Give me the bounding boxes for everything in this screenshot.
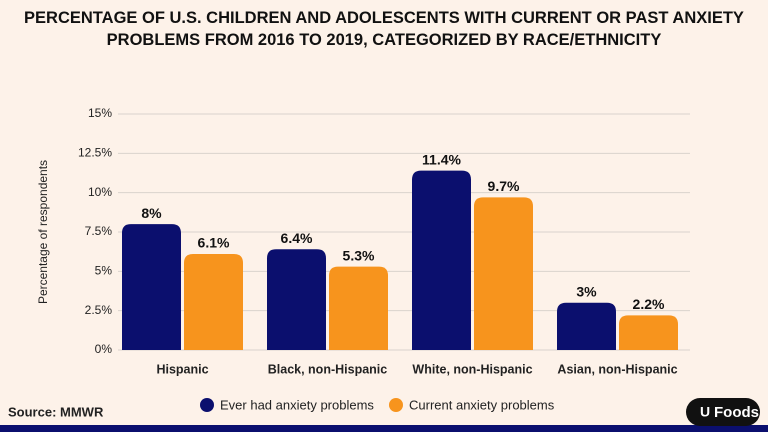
- y-tick-label: 15%: [88, 106, 112, 120]
- value-label: 11.4%: [422, 151, 461, 167]
- y-tick-label: 10%: [88, 185, 112, 199]
- brand: Foods: [714, 404, 759, 421]
- value-label: 5.3%: [343, 247, 375, 263]
- legend-label: Ever had anxiety problems: [220, 397, 374, 412]
- value-label: 3%: [576, 284, 597, 300]
- value-label: 6.1%: [198, 235, 230, 251]
- bar: [412, 170, 471, 350]
- x-tick-label: Black, non-Hispanic: [268, 362, 388, 376]
- value-label: 9.7%: [488, 178, 520, 194]
- brand-badge: [686, 398, 760, 426]
- legend-swatch: [200, 398, 214, 412]
- value-label: 8%: [141, 205, 162, 221]
- value-label: 6.4%: [281, 230, 313, 246]
- legend-label: Current anxiety problems: [409, 397, 555, 412]
- bar: [474, 197, 533, 350]
- bar: [329, 266, 388, 350]
- brand-icon: U: [700, 404, 710, 420]
- y-tick-label: 2.5%: [85, 303, 113, 317]
- bottom-band: [0, 425, 768, 432]
- y-tick-label: 0%: [95, 342, 113, 356]
- bar: [184, 254, 243, 350]
- bar: [267, 249, 326, 350]
- x-tick-label: Hispanic: [156, 362, 208, 376]
- bar: [619, 315, 678, 350]
- bar: [122, 224, 181, 350]
- y-tick-label: 7.5%: [85, 224, 113, 238]
- source: Source: MMWR: [8, 404, 104, 419]
- x-tick-label: Asian, non-Hispanic: [557, 362, 677, 376]
- value-label: 2.2%: [633, 296, 665, 312]
- bar: [557, 302, 616, 350]
- chart-title: PERCENTAGE OF U.S. CHILDREN AND ADOLESCE…: [24, 9, 744, 49]
- y-tick-label: 5%: [95, 264, 113, 278]
- legend-swatch: [389, 398, 403, 412]
- y-axis-label: Percentage of respondents: [36, 160, 50, 304]
- y-tick-label: 12.5%: [78, 146, 112, 160]
- x-tick-label: White, non-Hispanic: [412, 362, 532, 376]
